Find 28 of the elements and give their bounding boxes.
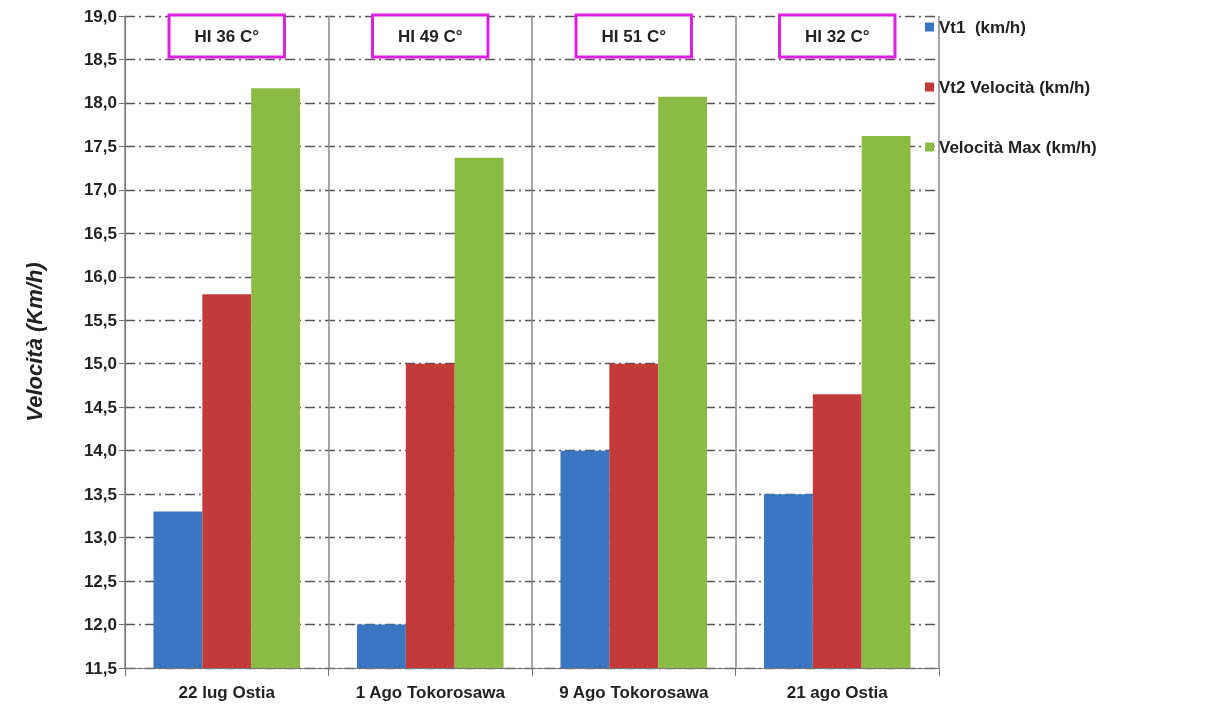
x-tick-label: 21 ago Ostia <box>786 683 889 702</box>
legend-label: Velocità Max (km/h) <box>939 137 1097 157</box>
y-tick-label: 15,0 <box>83 354 117 374</box>
y-tick-label: 18,0 <box>83 93 117 113</box>
y-tick-label: 14,5 <box>83 397 117 417</box>
x-tick-label: 9 Ago Tokorosawa <box>559 683 709 702</box>
y-tick-label: 17,5 <box>83 136 117 156</box>
annotation: HI 49 C° <box>398 26 463 46</box>
y-tick-label: 15,5 <box>83 310 117 330</box>
y-tick-label: 13,5 <box>83 484 117 504</box>
y-tick-label: 11,5 <box>84 658 117 678</box>
y-tick-label: 16,0 <box>83 267 117 287</box>
y-tick-label: 13,0 <box>83 528 117 548</box>
legend-label: Vt1 (km/h) <box>939 17 1026 37</box>
y-tick-label: 16,5 <box>83 223 117 243</box>
annotation: HI 32 C° <box>805 26 870 46</box>
legend-label: Vt2 Velocità (km/h) <box>939 77 1091 97</box>
y-tick-label: 19,0 <box>83 6 117 26</box>
y-tick-label: 12,5 <box>83 571 117 591</box>
x-tick-label: 22 lug Ostia <box>178 683 276 702</box>
y-axis-title: Velocità (Km/h) <box>21 262 47 422</box>
annotation: HI 36 C° <box>194 26 260 46</box>
y-tick-label: 18,5 <box>83 49 117 69</box>
annotation: HI 51 C° <box>601 26 667 46</box>
y-tick-label: 14,0 <box>83 441 117 461</box>
y-tick-label: 17,0 <box>83 180 117 200</box>
y-tick-label: 12,0 <box>83 615 117 635</box>
x-tick-label: 1 Ago Tokorosawa <box>355 683 506 702</box>
